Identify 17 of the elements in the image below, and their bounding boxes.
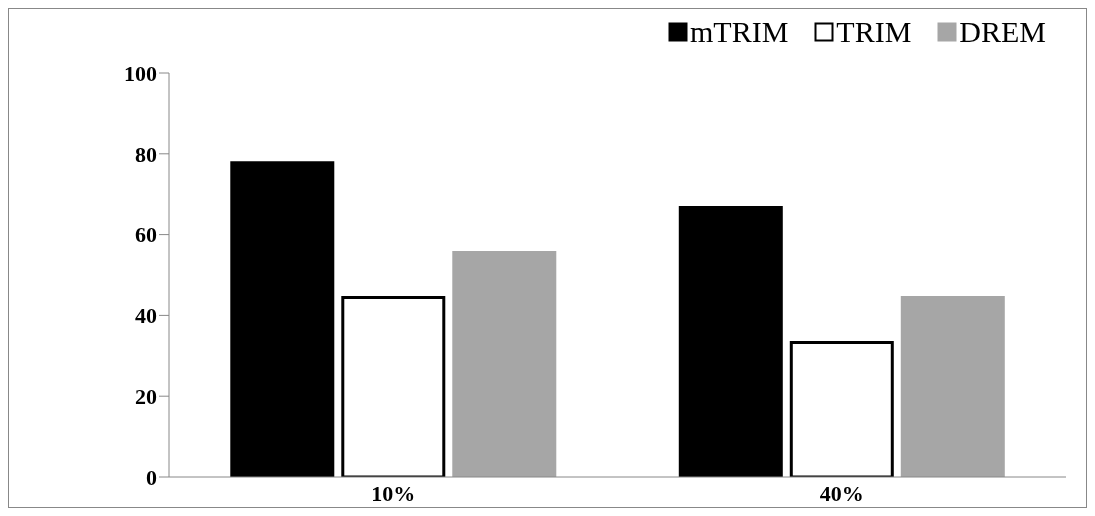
bar <box>230 161 335 477</box>
bar <box>789 340 894 477</box>
legend-label: mTRIM <box>689 15 789 49</box>
bar <box>900 296 1005 477</box>
x-tick-label: 10% <box>371 480 416 506</box>
legend-label: DREM <box>959 15 1046 49</box>
y-tick-label: 20 <box>135 384 157 410</box>
y-tick-label: 80 <box>135 141 157 167</box>
bar <box>678 206 783 477</box>
y-tick-label: 0 <box>146 464 157 490</box>
y-tick-label: 100 <box>124 60 157 86</box>
legend-label: TRIM <box>836 15 912 49</box>
y-tick-label: 40 <box>135 303 157 329</box>
y-tick-label: 60 <box>135 222 157 248</box>
x-tick-label: 40% <box>819 480 864 506</box>
bar <box>452 250 557 477</box>
bar <box>341 296 446 477</box>
